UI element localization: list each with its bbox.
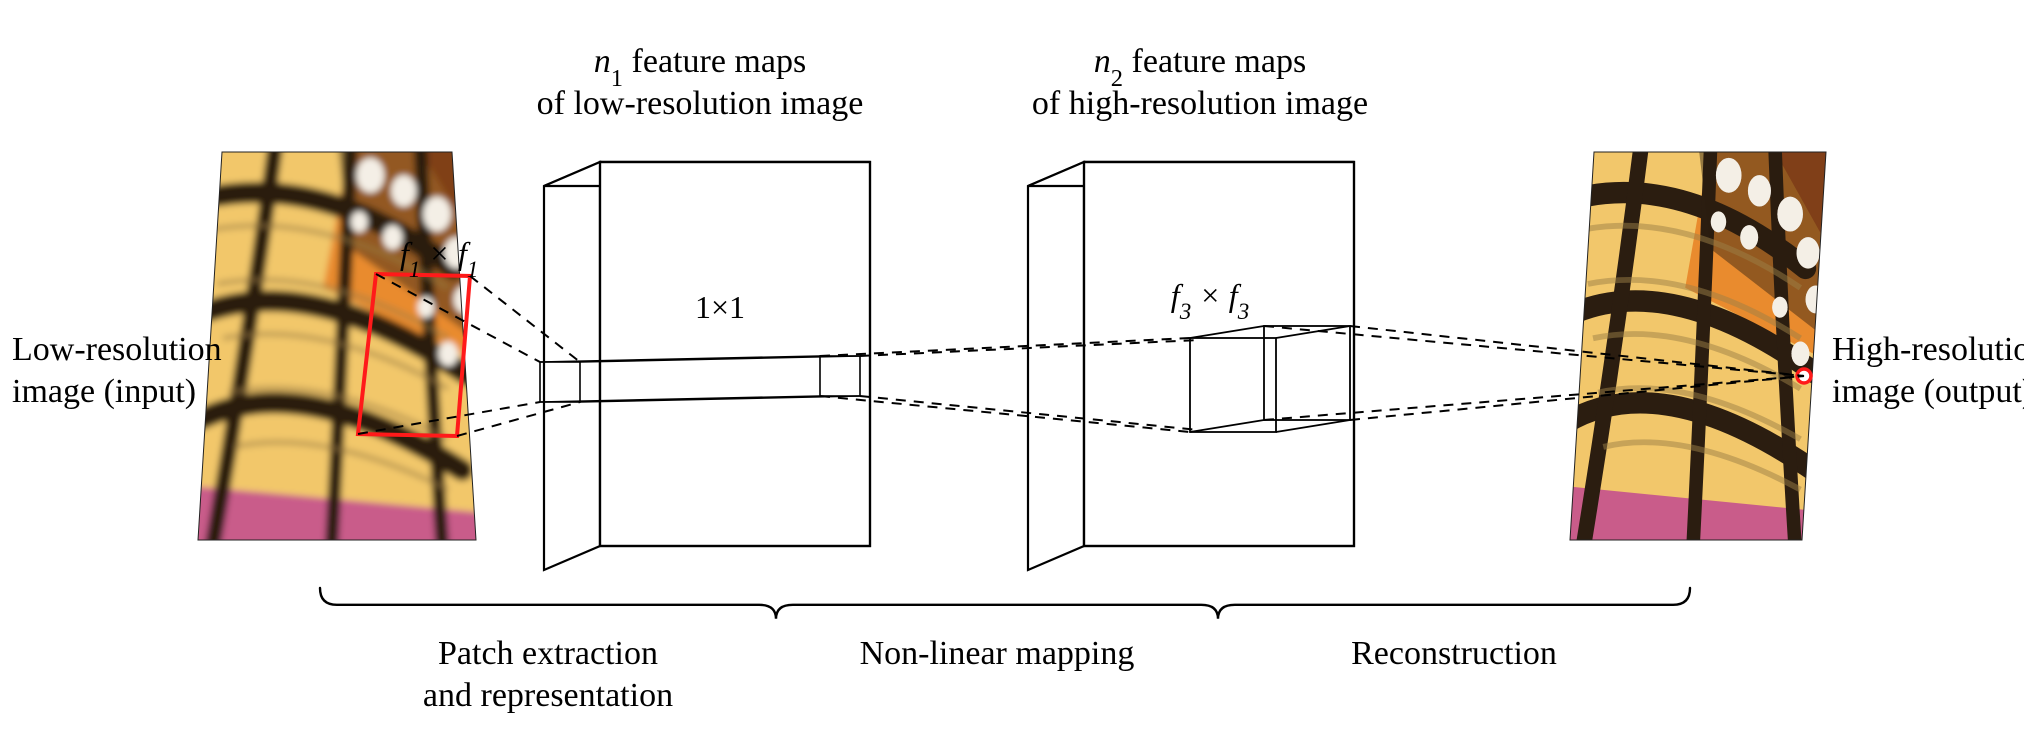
stage3-label: Reconstruction <box>1351 635 1557 672</box>
middle-size-label: 1×1 <box>695 289 745 325</box>
vol2-title-2: of high-resolution image <box>1032 85 1368 122</box>
vol1-title-2: of low-resolution image <box>537 85 864 122</box>
output-label-2: image (output) <box>1832 373 2024 410</box>
stage2-label: Non-linear mapping <box>860 635 1135 672</box>
output-image <box>1560 142 1836 550</box>
stage-brace <box>320 588 1690 619</box>
input-label-2: image (input) <box>12 373 196 410</box>
output-label: High-resolution <box>1832 331 2024 368</box>
input-image <box>188 142 486 550</box>
stage1-label-2: and representation <box>423 677 673 714</box>
stage1-label-1: Patch extraction <box>438 635 658 672</box>
input-label: Low-resolution <box>12 331 222 368</box>
